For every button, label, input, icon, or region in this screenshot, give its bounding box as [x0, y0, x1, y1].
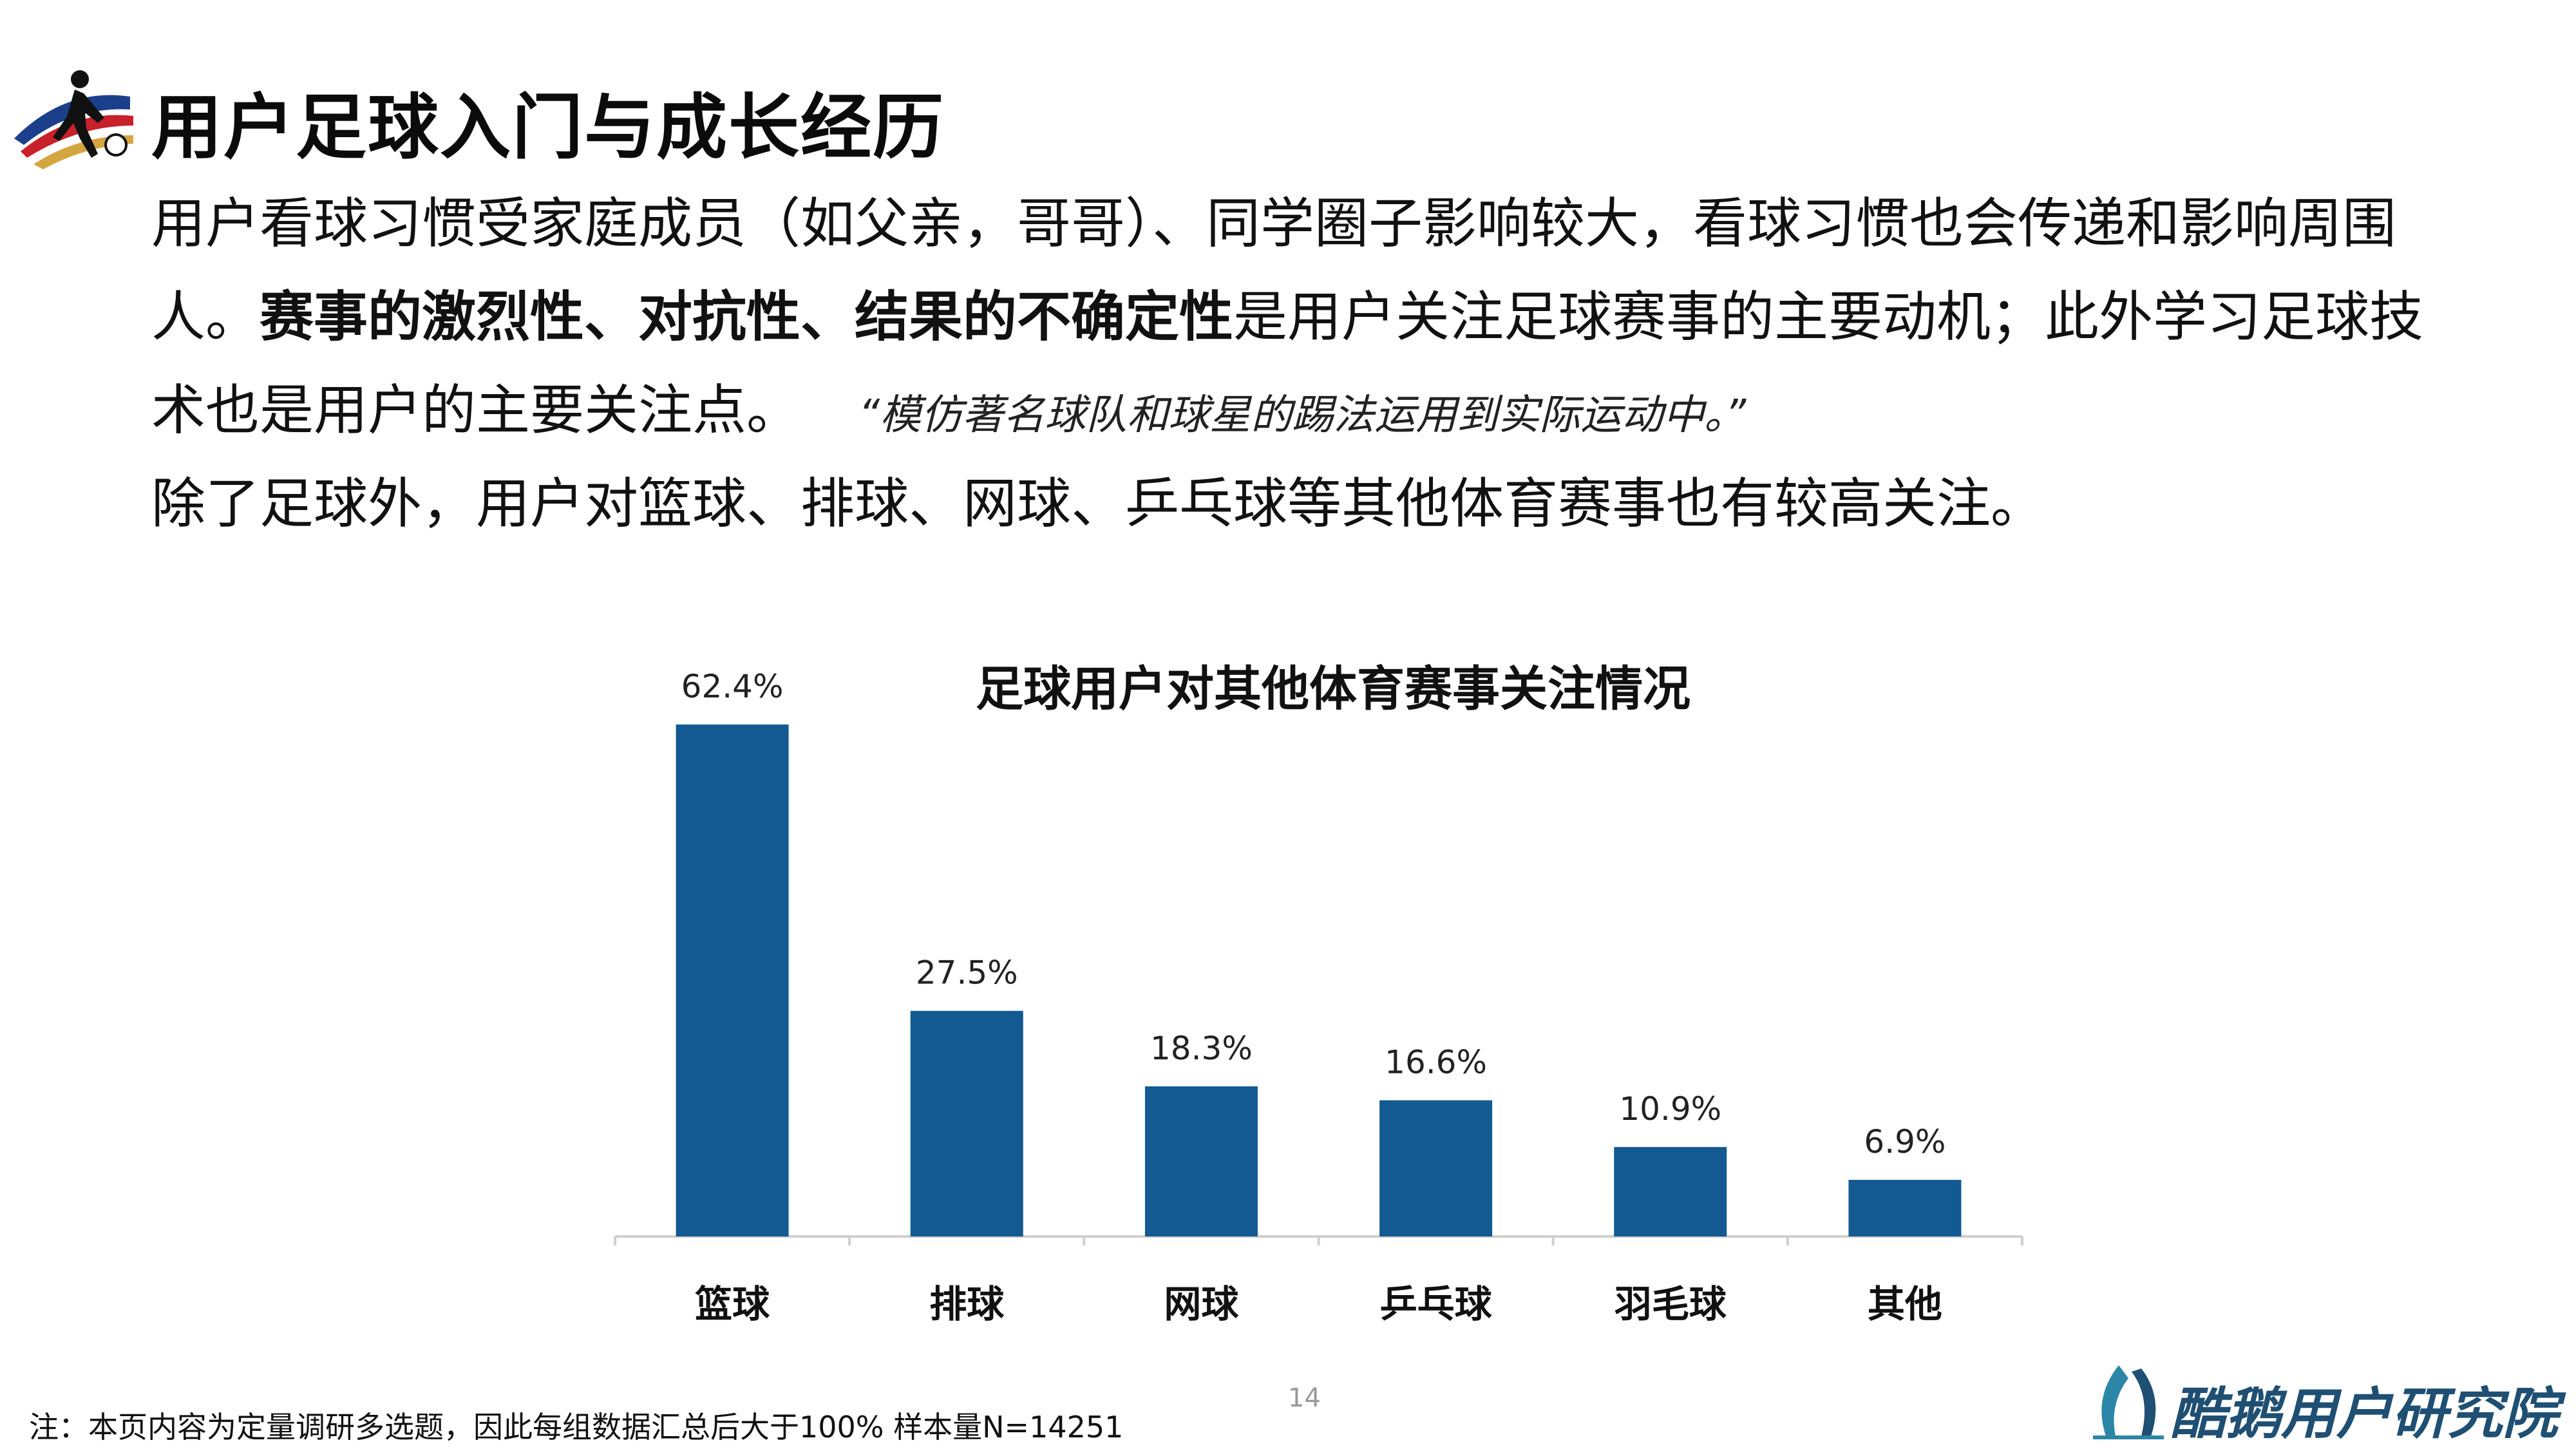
user-quote: “模仿著名球队和球星的踢法运用到实际运动中。” — [858, 392, 1747, 439]
paragraph-2: 人。赛事的激烈性、对抗性、结果的不确定性是用户关注足球赛事的主要动机；此外学习足… — [151, 270, 2470, 364]
bar-3 — [1379, 1100, 1493, 1236]
value-label-2: 18.3% — [1150, 1030, 1253, 1067]
footnote: 注：本页内容为定量调研多选题，因此每组数据汇总后大于100% 样本量N=1425… — [29, 1410, 1124, 1444]
category-label-2: 网球 — [1164, 1282, 1239, 1326]
category-label-3: 乒乓球 — [1380, 1282, 1493, 1326]
value-label-0: 62.4% — [681, 668, 784, 705]
value-label-4: 10.9% — [1619, 1090, 1721, 1128]
value-label-3: 16.6% — [1385, 1044, 1487, 1081]
paragraph-1: 用户看球习惯受家庭成员（如父亲，哥哥）、同学圈子影响较大，看球习惯也会传递和影响… — [151, 192, 2397, 255]
brand-name: 酷鹅用户研究院 — [2170, 1382, 2558, 1446]
paragraph-2-rest: 是用户关注足球赛事的主要动机；此外学习足球技 — [1233, 285, 2424, 348]
paragraph-3: 术也是用户的主要关注点。 “模仿著名球队和球星的踢法运用到实际运动中。” — [151, 364, 2470, 462]
bar-0 — [676, 724, 789, 1236]
paragraph-3-text: 术也是用户的主要关注点。 — [151, 379, 801, 442]
value-label-5: 6.9% — [1864, 1123, 1946, 1160]
category-label-0: 篮球 — [695, 1282, 770, 1326]
category-label-5: 其他 — [1868, 1282, 1942, 1326]
football-player-logo-icon — [14, 70, 133, 169]
chart-title: 足球用户对其他体育赛事关注情况 — [976, 661, 1690, 717]
page-number: 14 — [1288, 1383, 1321, 1413]
penguin-logo-icon — [2093, 1365, 2164, 1439]
paragraph-2-lead: 人。 — [151, 285, 260, 348]
bar-2 — [1144, 1086, 1258, 1236]
bar-5 — [1848, 1180, 1962, 1236]
bar-1 — [910, 1010, 1023, 1236]
paragraph-4: 除了足球外，用户对篮球、排球、网球、乒乓球等其他体育赛事也有较高关注。 — [151, 472, 2045, 535]
page-title: 用户足球入门与成长经历 — [151, 86, 945, 169]
paragraph-2-bold: 赛事的激烈性、对抗性、结果的不确定性 — [260, 285, 1234, 348]
category-label-1: 排球 — [929, 1282, 1005, 1326]
value-label-1: 27.5% — [916, 954, 1018, 992]
category-label-4: 羽毛球 — [1615, 1282, 1727, 1326]
bar-4 — [1614, 1147, 1727, 1236]
